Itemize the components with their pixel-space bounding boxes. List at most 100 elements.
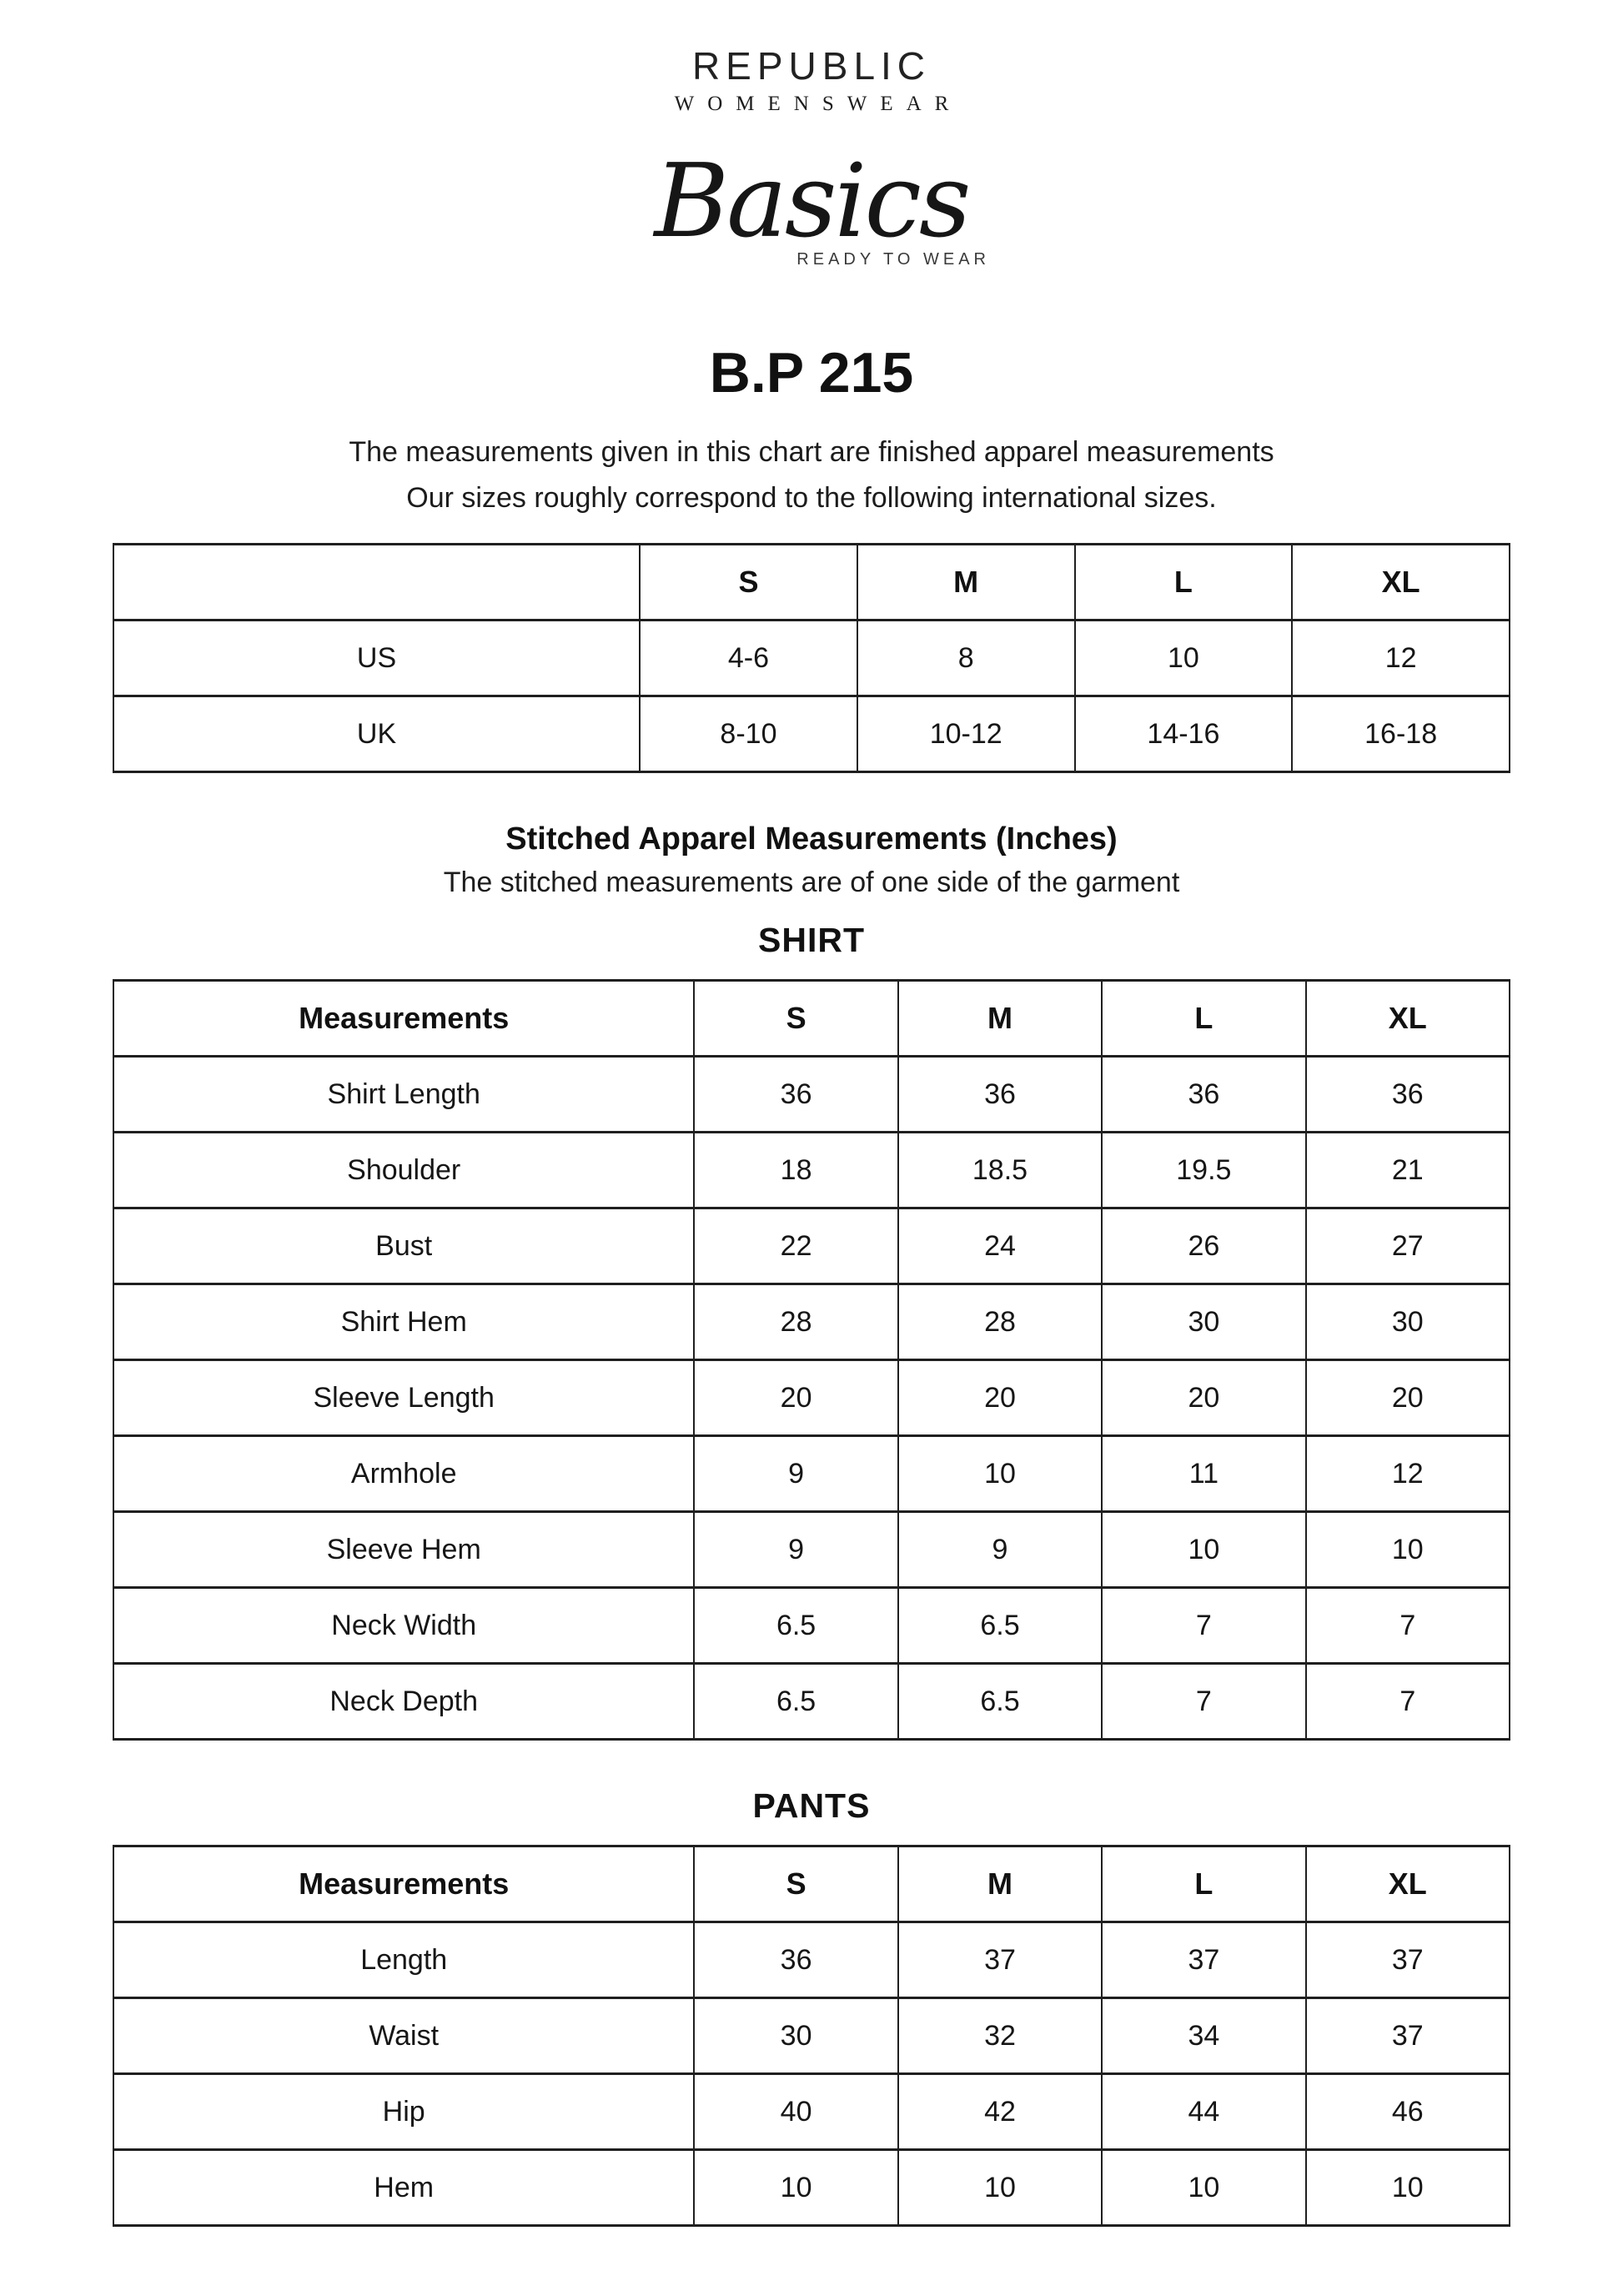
- cell: 27: [1304, 1207, 1511, 1286]
- table-row-shirt-length: Shirt Length 36 36 36 36: [112, 1055, 1511, 1134]
- header-cell-xl: XL: [1304, 979, 1511, 1058]
- row-label: Hem: [112, 2148, 696, 2228]
- cell: 6.5: [897, 1662, 1103, 1741]
- basics-logo-script: Basics: [654, 142, 972, 260]
- cell: 10: [1101, 1510, 1307, 1590]
- brand-name: REPUBLIC: [691, 44, 932, 88]
- cell: 26: [1101, 1207, 1307, 1286]
- cell: 14-16: [1073, 695, 1294, 774]
- table-row-sleeve-hem: Sleeve Hem 9 9 10 10: [112, 1510, 1511, 1590]
- table-row-length: Length 36 37 37 37: [112, 1921, 1511, 2000]
- cell: 20: [897, 1359, 1103, 1438]
- cell: 36: [1101, 1055, 1307, 1134]
- cell: 6.5: [693, 1662, 899, 1741]
- stitched-section-title: Stitched Apparel Measurements (Inches): [505, 821, 1118, 857]
- table-row-armhole: Armhole 9 10 11 12: [112, 1434, 1511, 1514]
- table-row-us: US 4-6 8 10 12: [112, 619, 1510, 698]
- cell: 30: [1101, 1283, 1307, 1362]
- header-cell-l: L: [1101, 979, 1307, 1058]
- cell: 37: [1304, 1921, 1511, 2000]
- intro-text: The measurements given in this chart are…: [0, 430, 1623, 521]
- pants-measurements-table: Measurements S M L XL Length 36 37 37 37…: [112, 1845, 1511, 2228]
- cell: 36: [693, 1921, 899, 2000]
- table-row-neck-depth: Neck Depth 6.5 6.5 7 7: [112, 1662, 1511, 1741]
- shirt-measurements-table: Measurements S M L XL Shirt Length 36 36…: [112, 979, 1511, 1741]
- cell: 18: [693, 1131, 899, 1210]
- international-size-table: S M L XL US 4-6 8 10 12 UK 8-10 10-12 14…: [112, 543, 1510, 774]
- cell: 42: [897, 2072, 1103, 2152]
- table-row-sleeve-length: Sleeve Length 20 20 20 20: [112, 1359, 1511, 1438]
- table-header-row: Measurements S M L XL: [112, 1845, 1511, 1924]
- header-cell-measurements: Measurements: [112, 1845, 696, 1924]
- cell: 10: [1304, 1510, 1511, 1590]
- cell: 12: [1304, 1434, 1511, 1514]
- cell: 30: [1304, 1283, 1511, 1362]
- cell: 32: [897, 1997, 1103, 2076]
- row-label: Neck Width: [112, 1586, 696, 1665]
- cell: 9: [693, 1510, 899, 1590]
- header-cell-s: S: [639, 543, 858, 622]
- row-label: Shirt Length: [112, 1055, 696, 1134]
- header-cell-l: L: [1073, 543, 1294, 622]
- header-cell-xl: XL: [1304, 1845, 1511, 1924]
- header-cell-s: S: [693, 979, 899, 1058]
- cell: 24: [897, 1207, 1103, 1286]
- table-row-hem: Hem 10 10 10 10: [112, 2148, 1511, 2228]
- cell: 20: [1101, 1359, 1307, 1438]
- cell: 6.5: [693, 1586, 899, 1665]
- cell: 11: [1101, 1434, 1307, 1514]
- cell: 16-18: [1291, 695, 1510, 774]
- stitched-section-subtitle: The stitched measurements are of one sid…: [443, 867, 1180, 899]
- row-label: Hip: [112, 2072, 696, 2152]
- cell: 10: [1101, 2148, 1307, 2228]
- basics-logo-tagline: READY TO WEAR: [796, 250, 990, 269]
- table-row-shoulder: Shoulder 18 18.5 19.5 21: [112, 1131, 1511, 1210]
- cell: 6.5: [897, 1586, 1103, 1665]
- cell: 12: [1291, 619, 1510, 698]
- shirt-title: SHIRT: [758, 921, 865, 960]
- product-code: B.P 215: [709, 341, 914, 404]
- table-header-row: S M L XL: [112, 543, 1510, 622]
- cell: 19.5: [1101, 1131, 1307, 1210]
- cell: 10-12: [856, 695, 1076, 774]
- header-cell-m: M: [856, 543, 1076, 622]
- cell: 10: [1304, 2148, 1511, 2228]
- table-row-neck-width: Neck Width 6.5 6.5 7 7: [112, 1586, 1511, 1665]
- header-cell-m: M: [897, 1845, 1103, 1924]
- table-header-row: Measurements S M L XL: [112, 979, 1511, 1058]
- cell: 30: [693, 1997, 899, 2076]
- header-cell-l: L: [1101, 1845, 1307, 1924]
- cell: 7: [1101, 1586, 1307, 1665]
- table-row-waist: Waist 30 32 34 37: [112, 1997, 1511, 2076]
- cell: 21: [1304, 1131, 1511, 1210]
- cell: 4-6: [639, 619, 858, 698]
- cell: 37: [897, 1921, 1103, 2000]
- table-row-hip: Hip 40 42 44 46: [112, 2072, 1511, 2152]
- cell: 10: [897, 2148, 1103, 2228]
- cell: 9: [897, 1510, 1103, 1590]
- cell: 22: [693, 1207, 899, 1286]
- cell: 10: [897, 1434, 1103, 1514]
- header-cell-xl: XL: [1291, 543, 1510, 622]
- row-label: Bust: [112, 1207, 696, 1286]
- cell: 7: [1304, 1662, 1511, 1741]
- row-label: Armhole: [112, 1434, 696, 1514]
- row-label: Sleeve Hem: [112, 1510, 696, 1590]
- row-label: Neck Depth: [112, 1662, 696, 1741]
- cell: 36: [1304, 1055, 1511, 1134]
- table-row-uk: UK 8-10 10-12 14-16 16-18: [112, 695, 1510, 774]
- cell: 10: [693, 2148, 899, 2228]
- cell: 34: [1101, 1997, 1307, 2076]
- row-label: Length: [112, 1921, 696, 2000]
- header-cell-blank: [112, 543, 641, 622]
- cell: 37: [1101, 1921, 1307, 2000]
- intro-line-1: The measurements given in this chart are…: [349, 436, 1274, 468]
- header-cell-s: S: [693, 1845, 899, 1924]
- cell: 28: [693, 1283, 899, 1362]
- cell: 40: [693, 2072, 899, 2152]
- row-label: Waist: [112, 1997, 696, 2076]
- cell: 20: [1304, 1359, 1511, 1438]
- row-label: Shoulder: [112, 1131, 696, 1210]
- cell: 8-10: [639, 695, 858, 774]
